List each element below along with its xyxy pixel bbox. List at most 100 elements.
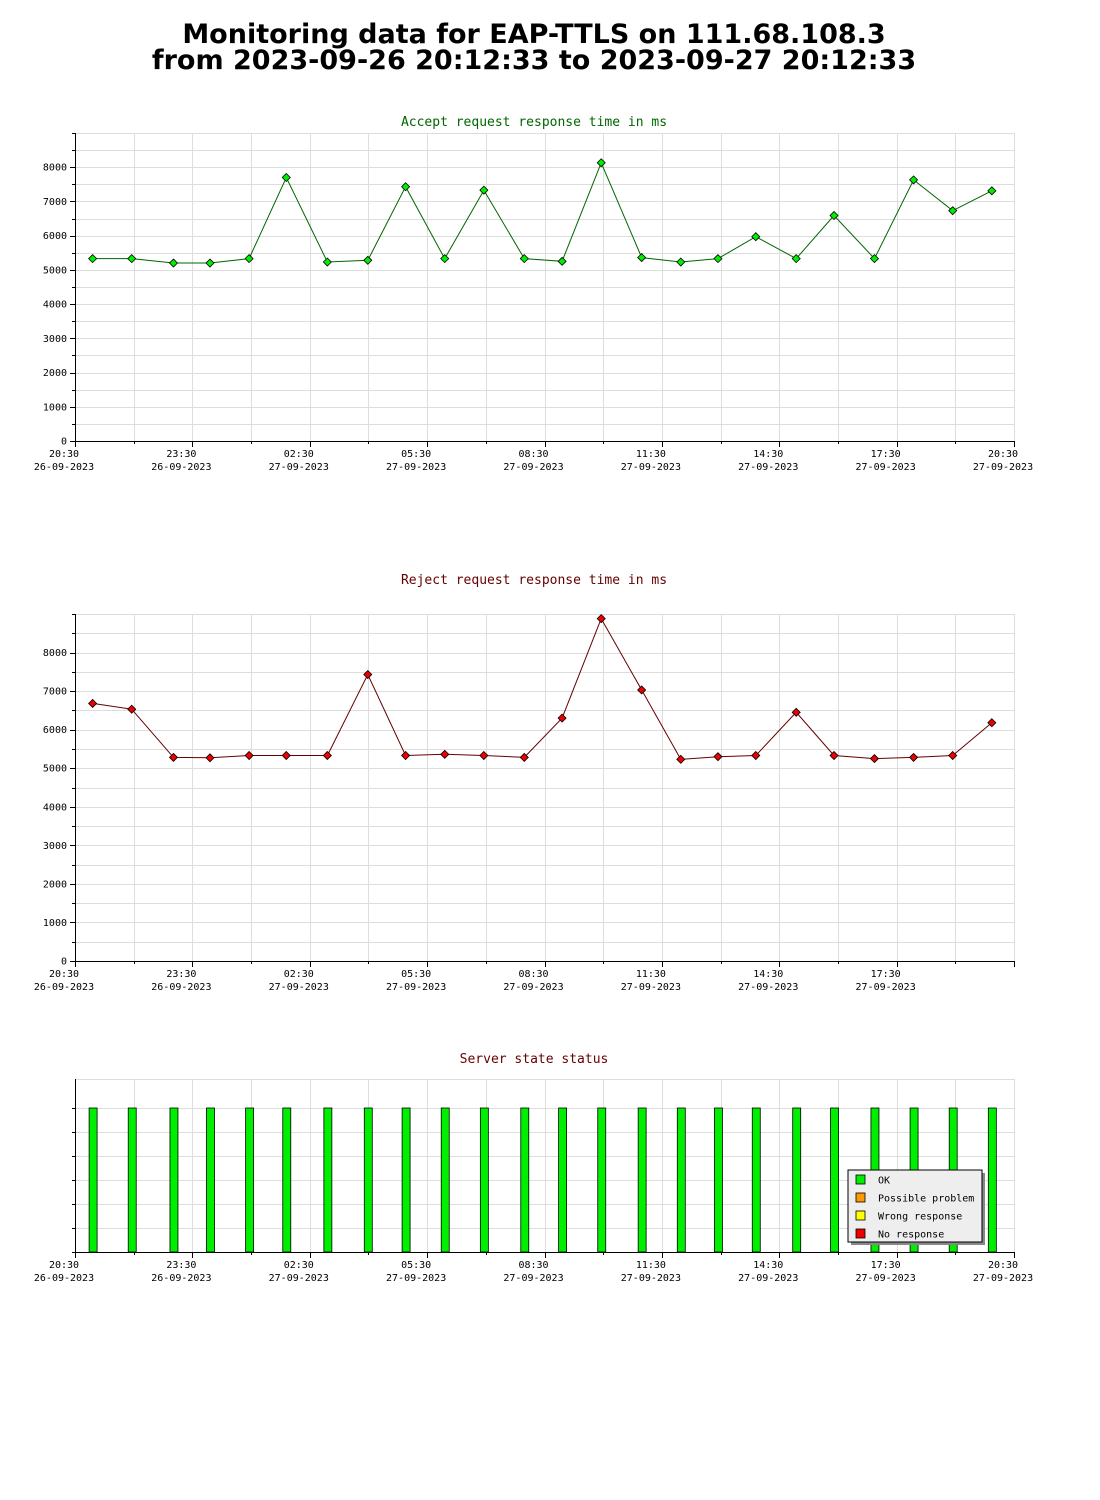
status-bar <box>520 1107 530 1253</box>
y-tick-label: 4000 <box>43 802 67 813</box>
x-tick-label-time: 14:30 <box>753 449 783 460</box>
data-point <box>751 232 761 242</box>
data-point <box>987 186 997 196</box>
x-tick-label-date: 27-09-2023 <box>621 1273 681 1284</box>
data-point <box>322 257 332 267</box>
x-tick-label-date: 27-09-2023 <box>386 462 446 473</box>
data-point <box>791 707 801 717</box>
y-tick-label: 3000 <box>43 334 67 345</box>
data-point <box>637 253 647 263</box>
legend-label: Wrong response <box>878 1212 962 1223</box>
data-point <box>909 175 919 185</box>
data-point <box>676 257 686 267</box>
x-tick-label-date: 27-09-2023 <box>856 982 916 993</box>
status-bar <box>88 1107 98 1253</box>
data-point <box>596 614 606 624</box>
data-point <box>869 254 880 264</box>
data-point <box>88 698 98 709</box>
x-tick-label-time: 23:30 <box>166 969 196 980</box>
x-tick-label-date: 27-09-2023 <box>856 462 916 473</box>
data-point <box>791 254 801 264</box>
data-point <box>479 185 489 195</box>
legend-swatch <box>855 1174 866 1185</box>
status-bar <box>558 1107 568 1253</box>
data-point <box>948 206 958 216</box>
data-point <box>637 685 647 695</box>
data-point <box>440 254 450 264</box>
x-tick-label-time: 14:30 <box>753 1260 783 1271</box>
y-tick-label: 1000 <box>43 918 67 929</box>
data-point <box>909 752 919 762</box>
x-tick-label-time: 02:30 <box>284 449 314 460</box>
x-tick-label-date: 27-09-2023 <box>856 1273 916 1284</box>
y-tick-label: 5000 <box>43 265 67 276</box>
data-point <box>88 254 98 264</box>
y-tick-label: 0 <box>61 437 67 448</box>
x-tick-label-date: 26-09-2023 <box>151 982 211 993</box>
y-tick-label: 3000 <box>43 841 67 852</box>
status-bar <box>637 1107 647 1253</box>
x-tick-label-date: 27-09-2023 <box>386 982 446 993</box>
x-tick-label-time: 20:30 <box>49 449 79 460</box>
x-tick-label-time: 05:30 <box>401 969 431 980</box>
data-point <box>168 752 179 762</box>
status-bar <box>830 1107 839 1253</box>
legend-label: No response <box>878 1230 944 1241</box>
x-tick-label-time: 17:30 <box>871 969 901 980</box>
server-status-chart: Server state status 20:30 26-09-2023 23:30 2… <box>34 1052 1033 1284</box>
x-tick-label-date: 27-09-2023 <box>621 982 681 993</box>
x-tick-label-date: 27-09-2023 <box>621 462 681 473</box>
data-point <box>596 158 606 168</box>
data-point <box>751 750 761 761</box>
x-tick-label-time: 23:30 <box>166 449 196 460</box>
data-point <box>127 254 137 264</box>
x-tick-label-time: 08:30 <box>518 449 548 460</box>
x-tick-label-date: 26-09-2023 <box>151 1273 211 1284</box>
data-point <box>440 749 450 759</box>
status-bar <box>363 1107 373 1253</box>
x-tick-label-date: 27-09-2023 <box>386 1273 446 1284</box>
status-bar <box>323 1107 333 1253</box>
legend-swatch <box>855 1192 866 1203</box>
x-tick-label-time: 02:30 <box>284 969 314 980</box>
accept-response-chart: Accept request response time in ms 0 1000 2… <box>34 115 1033 473</box>
data-point <box>401 750 411 761</box>
x-tick-label-time: 20:30 <box>49 969 79 980</box>
chart-title: Reject request response time in ms <box>401 573 667 588</box>
x-tick-label-date: 27-09-2023 <box>503 982 563 993</box>
x-tick-label-time: 20:30 <box>49 1260 79 1271</box>
chart-title: Accept request response time in ms <box>401 115 667 130</box>
x-tick-label-date: 27-09-2023 <box>269 982 329 993</box>
page-title-line1: Monitoring data for EAP-TTLS on 111.68.1… <box>182 19 886 50</box>
data-point <box>948 750 958 761</box>
status-bar <box>169 1107 179 1253</box>
data-point <box>557 256 567 266</box>
x-tick-label-date: 26-09-2023 <box>34 1273 94 1284</box>
y-tick-label: 6000 <box>43 725 67 736</box>
status-bar <box>987 1107 997 1253</box>
x-tick-label-date: 27-09-2023 <box>738 982 798 993</box>
status-bar <box>206 1107 215 1253</box>
data-point <box>557 713 567 723</box>
status-bar <box>440 1107 450 1253</box>
series-line <box>92 617 993 760</box>
series-line <box>92 161 993 264</box>
data-point <box>829 210 839 221</box>
x-tick-label-date: 26-09-2023 <box>34 462 94 473</box>
data-point <box>244 254 254 264</box>
x-tick-label-date: 27-09-2023 <box>738 1273 798 1284</box>
x-tick-label-time: 05:30 <box>401 449 431 460</box>
x-tick-label-time: 17:30 <box>871 1260 901 1271</box>
data-point <box>127 704 137 714</box>
x-tick-label-date: 26-09-2023 <box>34 982 94 993</box>
legend-label: Possible problem <box>878 1194 974 1205</box>
status-bar <box>597 1107 607 1253</box>
y-tick-label: 1000 <box>43 402 67 413</box>
y-tick-label: 4000 <box>43 300 67 311</box>
data-point <box>205 753 215 763</box>
y-tick-label: 2000 <box>43 368 67 379</box>
data-point <box>281 172 291 183</box>
legend-swatch <box>855 1210 866 1221</box>
x-tick-label-time: 11:30 <box>636 1260 666 1271</box>
